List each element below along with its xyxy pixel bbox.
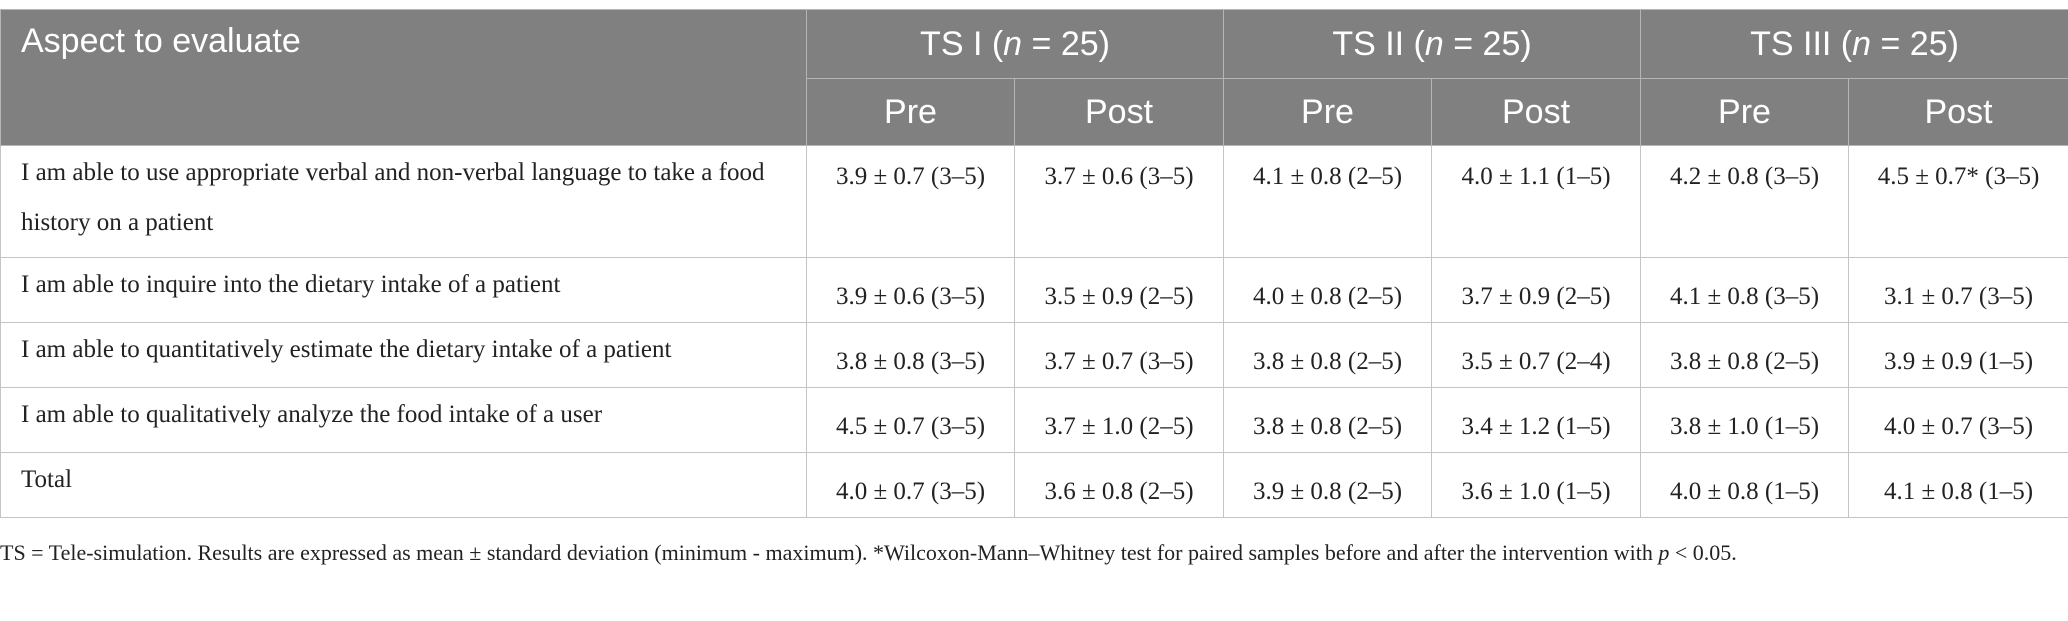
table-row: I am able to inquire into the dietary in…: [0, 257, 2068, 323]
value-cell: 3.6 ± 1.0 (1–5): [1431, 452, 1642, 518]
footnote: TS = Tele-simulation. Results are expres…: [0, 534, 2040, 572]
value-cell: 4.1 ± 0.8 (3–5): [1640, 257, 1850, 323]
aspect-cell: Total: [0, 452, 807, 518]
header-row: Pre Post Pre Post Pre Post: [1, 78, 2068, 146]
footnote-p: p: [1658, 540, 1670, 565]
header-row: Aspect to evaluate TS I (n = 25) TS II (n …: [0, 9, 2068, 146]
sub-header: Pre: [1223, 78, 1433, 146]
footnote-text: TS = Tele-simulation. Results are expres…: [0, 540, 1659, 565]
sub-header: Pre: [1640, 78, 1850, 146]
value-cell: 3.4 ± 1.2 (1–5): [1431, 387, 1642, 453]
value-cell: 4.0 ± 0.7 (3–5): [806, 452, 1015, 518]
value-cell: 3.5 ± 0.9 (2–5): [1013, 257, 1225, 323]
aspect-cell: I am able to inquire into the dietary in…: [0, 257, 807, 323]
value-cell: 3.9 ± 0.7 (3–5): [806, 145, 1015, 258]
group-n: n: [1003, 24, 1023, 63]
value-cell: 3.9 ± 0.8 (2–5): [1223, 452, 1433, 518]
group-prefix: TS III (: [1750, 24, 1853, 63]
footnote-tail: < 0.05.: [1669, 540, 1737, 565]
group-header: TS II (n = 25): [1223, 9, 1642, 79]
value-cell: 4.0 ± 0.8 (2–5): [1223, 257, 1433, 323]
group-prefix: TS II (: [1332, 24, 1425, 63]
table-row: Total 4.0 ± 0.7 (3–5) 3.6 ± 0.8 (2–5) 3.9 ±…: [0, 452, 2068, 518]
value-cell: 4.5 ± 0.7* (3–5): [1848, 145, 2068, 258]
value-cell: 4.1 ± 0.8 (1–5): [1848, 452, 2068, 518]
value-cell: 3.7 ± 1.0 (2–5): [1013, 387, 1225, 453]
table-row: I am able to quantitatively estimate the…: [0, 322, 2068, 388]
value-cell: 3.8 ± 0.8 (2–5): [1640, 322, 1850, 388]
aspect-cell: I am able to quantitatively estimate the…: [0, 322, 807, 388]
group-n: n: [1852, 24, 1872, 63]
value-cell: 4.0 ± 1.1 (1–5): [1431, 145, 1642, 258]
group-suffix: = 25): [1022, 24, 1110, 63]
header-cell: Aspect to evaluate: [0, 9, 807, 146]
table-row: I am able to use appropriate verbal and …: [0, 145, 2068, 258]
group-prefix: TS I (: [920, 24, 1004, 63]
sub-header: Post: [1848, 78, 2068, 146]
group-suffix: = 25): [1443, 24, 1532, 63]
sub-header: Pre: [806, 78, 1015, 146]
value-cell: 4.1 ± 0.8 (2–5): [1223, 145, 1433, 258]
value-cell: 4.5 ± 0.7 (3–5): [806, 387, 1015, 453]
results-table: Aspect to evaluate TS I (n = 25) TS II (n …: [0, 9, 2068, 518]
value-cell: 3.7 ± 0.6 (3–5): [1013, 145, 1225, 258]
value-cell: 3.7 ± 0.9 (2–5): [1431, 257, 1642, 323]
table-body: I am able to use appropriate verbal and …: [0, 145, 2068, 518]
value-cell: 3.6 ± 0.8 (2–5): [1013, 452, 1225, 518]
group-header: TS III (n = 25): [1640, 9, 2068, 79]
value-cell: 3.8 ± 1.0 (1–5): [1640, 387, 1850, 453]
value-cell: 3.8 ± 0.8 (3–5): [806, 322, 1015, 388]
value-cell: 3.5 ± 0.7 (2–4): [1431, 322, 1642, 388]
value-cell: 3.1 ± 0.7 (3–5): [1848, 257, 2068, 323]
value-cell: 4.0 ± 0.8 (1–5): [1640, 452, 1850, 518]
table-row: I am able to qualitatively analyze the f…: [0, 387, 2068, 453]
group-suffix: = 25): [1871, 24, 1959, 63]
value-cell: 3.7 ± 0.7 (3–5): [1013, 322, 1225, 388]
group-n: n: [1424, 24, 1444, 63]
sub-header: Post: [1013, 78, 1225, 146]
table-wrap: Aspect to evaluate TS I (n = 25) TS II (n …: [0, 9, 2068, 518]
group-header: TS I (n = 25): [805, 9, 1225, 79]
value-cell: 4.0 ± 0.7 (3–5): [1848, 387, 2068, 453]
value-cell: 3.8 ± 0.8 (2–5): [1223, 322, 1433, 388]
value-cell: 3.9 ± 0.9 (1–5): [1848, 322, 2068, 388]
sub-header: Post: [1431, 78, 1642, 146]
aspect-cell: I am able to use appropriate verbal and …: [0, 145, 807, 258]
aspect-cell: I am able to qualitatively analyze the f…: [0, 387, 807, 453]
value-cell: 3.8 ± 0.8 (2–5): [1223, 387, 1433, 453]
value-cell: 4.2 ± 0.8 (3–5): [1640, 145, 1850, 258]
value-cell: 3.9 ± 0.6 (3–5): [806, 257, 1015, 323]
table-header: Aspect to evaluate TS I (n = 25) TS II (n …: [0, 9, 2068, 146]
